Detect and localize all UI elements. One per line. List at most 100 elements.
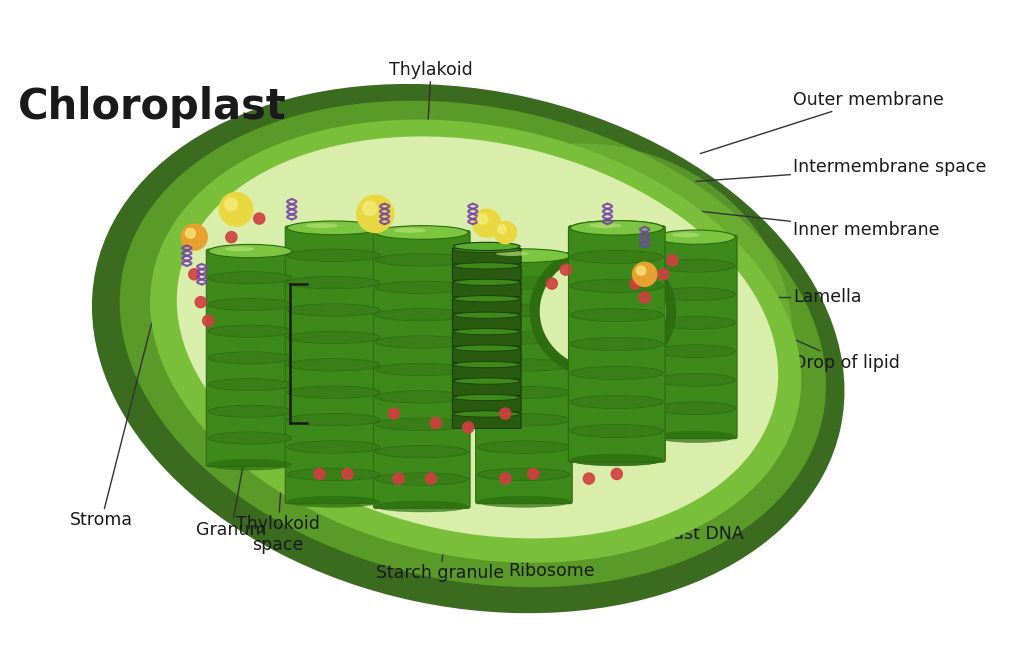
Ellipse shape	[477, 496, 570, 508]
Ellipse shape	[570, 454, 663, 466]
Ellipse shape	[376, 446, 468, 457]
Ellipse shape	[394, 228, 426, 233]
Circle shape	[477, 214, 488, 224]
Circle shape	[342, 469, 353, 480]
Ellipse shape	[208, 352, 291, 363]
FancyBboxPatch shape	[453, 347, 521, 362]
Circle shape	[494, 221, 517, 244]
FancyBboxPatch shape	[453, 281, 521, 297]
Ellipse shape	[477, 469, 570, 480]
Circle shape	[219, 193, 253, 226]
Ellipse shape	[570, 251, 663, 263]
Circle shape	[189, 269, 200, 280]
Circle shape	[636, 266, 646, 275]
Ellipse shape	[208, 379, 291, 390]
Ellipse shape	[376, 473, 468, 485]
Ellipse shape	[376, 253, 468, 266]
Text: Thylokoid
space: Thylokoid space	[235, 353, 320, 554]
Text: Drop of lipid: Drop of lipid	[647, 275, 900, 372]
Ellipse shape	[570, 395, 663, 409]
Ellipse shape	[570, 424, 663, 438]
Ellipse shape	[477, 359, 570, 371]
Ellipse shape	[208, 245, 291, 257]
Circle shape	[389, 408, 400, 419]
Circle shape	[499, 473, 511, 484]
Ellipse shape	[570, 338, 663, 350]
Circle shape	[639, 292, 651, 303]
Ellipse shape	[376, 227, 468, 238]
Circle shape	[393, 473, 404, 484]
Ellipse shape	[570, 221, 663, 234]
Ellipse shape	[454, 279, 521, 285]
Ellipse shape	[376, 446, 468, 458]
Circle shape	[473, 209, 500, 237]
Circle shape	[546, 278, 557, 289]
Ellipse shape	[225, 247, 254, 251]
Ellipse shape	[287, 277, 380, 288]
Ellipse shape	[477, 249, 570, 262]
Ellipse shape	[657, 232, 735, 243]
Ellipse shape	[208, 299, 291, 310]
Ellipse shape	[208, 352, 291, 364]
Circle shape	[225, 232, 236, 243]
Ellipse shape	[570, 222, 663, 234]
FancyBboxPatch shape	[453, 314, 521, 329]
Ellipse shape	[287, 222, 380, 234]
Ellipse shape	[92, 84, 844, 613]
Circle shape	[362, 201, 377, 215]
Ellipse shape	[208, 325, 291, 337]
Ellipse shape	[376, 226, 468, 240]
Ellipse shape	[208, 405, 291, 417]
Ellipse shape	[454, 329, 521, 335]
FancyBboxPatch shape	[374, 230, 470, 508]
Ellipse shape	[287, 469, 380, 480]
Ellipse shape	[287, 414, 380, 425]
Circle shape	[195, 296, 206, 308]
Ellipse shape	[208, 379, 291, 391]
Text: Thylakoid: Thylakoid	[389, 61, 473, 228]
Ellipse shape	[376, 474, 468, 484]
Ellipse shape	[477, 277, 570, 289]
FancyBboxPatch shape	[453, 364, 521, 379]
Ellipse shape	[477, 331, 570, 344]
Circle shape	[632, 262, 657, 286]
Text: Outer membrane: Outer membrane	[700, 90, 944, 154]
Ellipse shape	[208, 272, 291, 284]
Circle shape	[254, 213, 265, 224]
Ellipse shape	[287, 442, 380, 453]
FancyBboxPatch shape	[453, 298, 521, 314]
Ellipse shape	[477, 387, 570, 398]
Ellipse shape	[657, 259, 735, 272]
Ellipse shape	[454, 362, 521, 368]
Ellipse shape	[657, 317, 735, 329]
Ellipse shape	[477, 249, 570, 263]
Ellipse shape	[287, 249, 380, 261]
Circle shape	[497, 225, 506, 234]
Ellipse shape	[376, 309, 468, 320]
Ellipse shape	[208, 432, 291, 444]
Ellipse shape	[657, 402, 735, 414]
Ellipse shape	[287, 249, 380, 261]
Ellipse shape	[657, 403, 735, 414]
Ellipse shape	[477, 360, 570, 370]
Ellipse shape	[287, 277, 380, 289]
Ellipse shape	[570, 395, 663, 409]
Ellipse shape	[657, 288, 735, 300]
Ellipse shape	[477, 442, 570, 453]
Ellipse shape	[376, 418, 468, 430]
Ellipse shape	[208, 459, 291, 470]
Ellipse shape	[287, 386, 380, 399]
Ellipse shape	[386, 143, 793, 517]
Ellipse shape	[570, 366, 663, 379]
Circle shape	[667, 255, 678, 266]
Ellipse shape	[477, 469, 570, 480]
Ellipse shape	[657, 346, 735, 357]
Ellipse shape	[657, 316, 735, 329]
Ellipse shape	[208, 298, 291, 310]
Ellipse shape	[570, 279, 663, 292]
Ellipse shape	[376, 419, 468, 430]
Circle shape	[224, 198, 238, 211]
Ellipse shape	[287, 441, 380, 453]
Text: Ribosome: Ribosome	[509, 214, 595, 580]
Ellipse shape	[570, 309, 663, 321]
